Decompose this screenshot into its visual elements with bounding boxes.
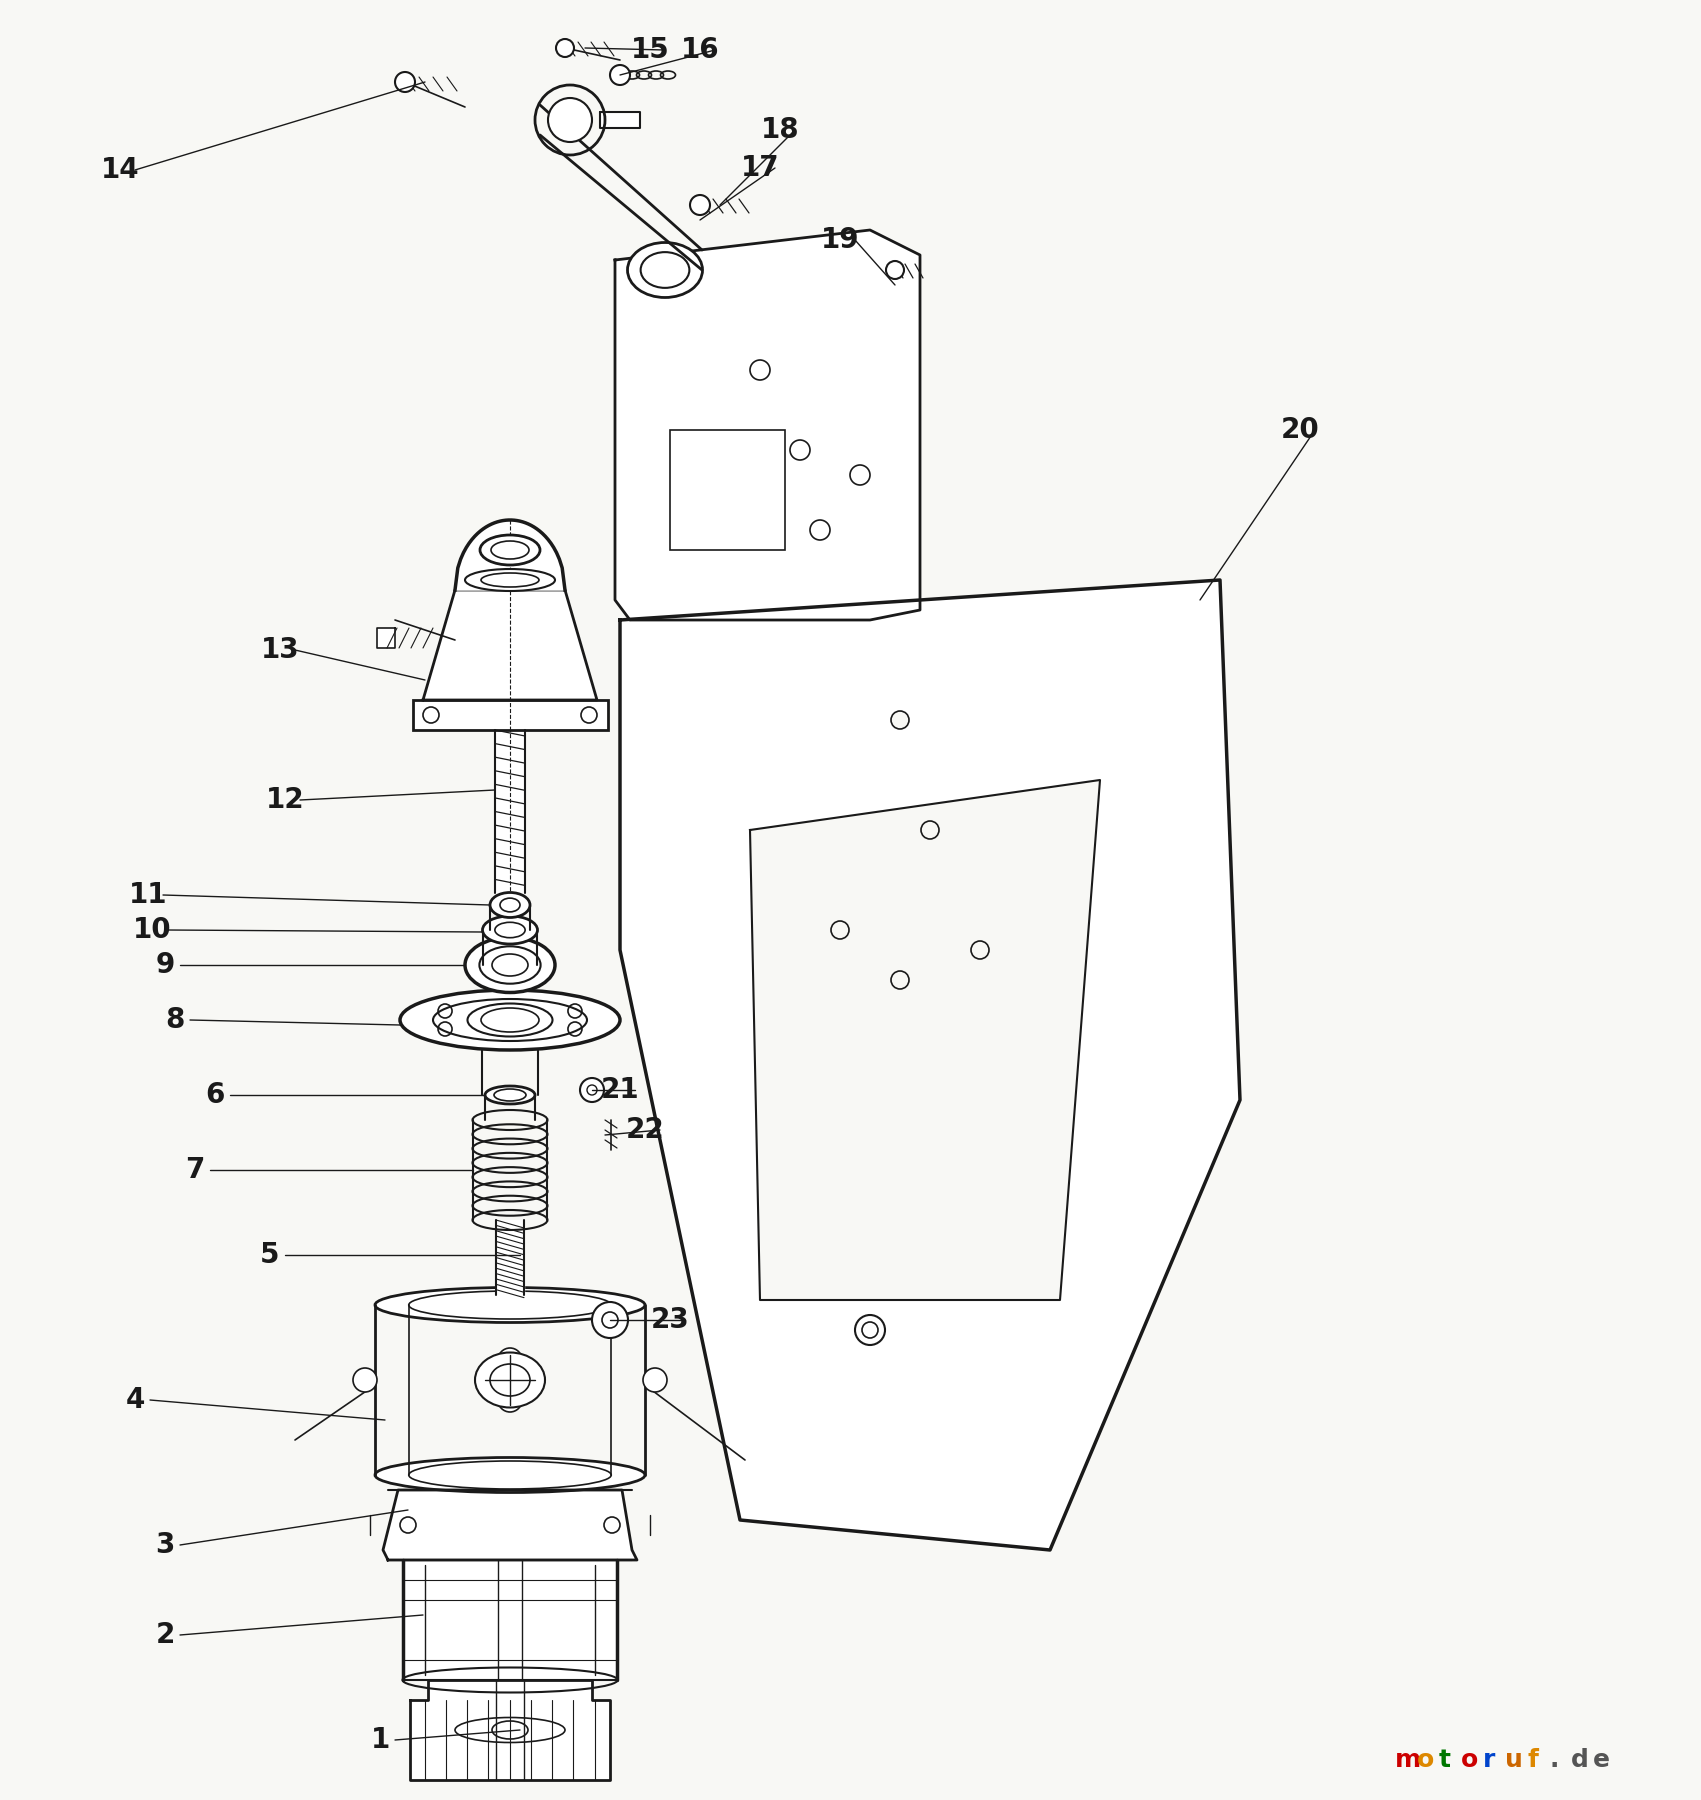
Text: 18: 18 bbox=[760, 115, 799, 144]
Ellipse shape bbox=[408, 1291, 611, 1319]
Text: 12: 12 bbox=[265, 787, 304, 814]
Circle shape bbox=[886, 261, 903, 279]
Circle shape bbox=[891, 711, 908, 729]
Text: 23: 23 bbox=[650, 1307, 689, 1334]
Text: 16: 16 bbox=[680, 36, 720, 65]
Bar bbox=[670, 430, 784, 551]
Polygon shape bbox=[497, 1220, 524, 1294]
Text: 14: 14 bbox=[100, 157, 139, 184]
Polygon shape bbox=[600, 112, 640, 128]
Polygon shape bbox=[616, 230, 920, 619]
Polygon shape bbox=[410, 1679, 611, 1780]
Polygon shape bbox=[495, 731, 526, 893]
Text: 21: 21 bbox=[600, 1076, 640, 1103]
Text: o: o bbox=[1417, 1748, 1434, 1771]
Circle shape bbox=[354, 1368, 378, 1391]
Polygon shape bbox=[454, 520, 565, 590]
Ellipse shape bbox=[483, 916, 538, 943]
Text: 3: 3 bbox=[155, 1532, 175, 1559]
Circle shape bbox=[920, 821, 939, 839]
Polygon shape bbox=[619, 580, 1240, 1550]
Text: 2: 2 bbox=[155, 1622, 175, 1649]
Ellipse shape bbox=[490, 893, 531, 918]
Circle shape bbox=[556, 40, 573, 58]
Ellipse shape bbox=[434, 999, 587, 1040]
Circle shape bbox=[832, 922, 849, 940]
Text: t: t bbox=[1439, 1748, 1451, 1771]
Text: 20: 20 bbox=[1281, 416, 1320, 445]
Circle shape bbox=[580, 1078, 604, 1102]
Circle shape bbox=[971, 941, 988, 959]
Ellipse shape bbox=[464, 938, 555, 992]
Text: o: o bbox=[1461, 1748, 1478, 1771]
Ellipse shape bbox=[628, 243, 703, 297]
Bar bbox=[413, 700, 607, 731]
Ellipse shape bbox=[475, 1352, 544, 1408]
Text: 8: 8 bbox=[165, 1006, 185, 1033]
Circle shape bbox=[891, 970, 908, 988]
Text: 5: 5 bbox=[260, 1240, 279, 1269]
Circle shape bbox=[548, 97, 592, 142]
Circle shape bbox=[395, 72, 415, 92]
Text: 9: 9 bbox=[155, 950, 175, 979]
Polygon shape bbox=[424, 590, 597, 700]
Ellipse shape bbox=[480, 947, 541, 983]
Circle shape bbox=[498, 1348, 522, 1372]
Polygon shape bbox=[378, 628, 395, 648]
Polygon shape bbox=[383, 1490, 636, 1561]
Text: 17: 17 bbox=[740, 155, 779, 182]
Text: e: e bbox=[1594, 1748, 1611, 1771]
Ellipse shape bbox=[408, 1462, 611, 1489]
Text: d: d bbox=[1572, 1748, 1589, 1771]
Text: 10: 10 bbox=[133, 916, 172, 943]
Ellipse shape bbox=[400, 990, 619, 1049]
Polygon shape bbox=[750, 779, 1101, 1300]
Ellipse shape bbox=[464, 569, 555, 590]
Ellipse shape bbox=[485, 1085, 536, 1103]
Circle shape bbox=[498, 1388, 522, 1411]
Ellipse shape bbox=[374, 1287, 645, 1323]
Text: .: . bbox=[1550, 1748, 1558, 1771]
Text: 4: 4 bbox=[126, 1386, 145, 1415]
Ellipse shape bbox=[374, 1458, 645, 1492]
Polygon shape bbox=[403, 1561, 617, 1679]
Text: u: u bbox=[1505, 1748, 1522, 1771]
Circle shape bbox=[592, 1301, 628, 1337]
Ellipse shape bbox=[468, 1004, 553, 1037]
Text: 19: 19 bbox=[822, 227, 859, 254]
Circle shape bbox=[611, 65, 629, 85]
Text: 15: 15 bbox=[631, 36, 670, 65]
Text: 1: 1 bbox=[371, 1726, 390, 1753]
Text: 13: 13 bbox=[260, 635, 299, 664]
Ellipse shape bbox=[480, 535, 539, 565]
Text: f: f bbox=[1527, 1748, 1538, 1771]
Text: 22: 22 bbox=[626, 1116, 665, 1145]
Text: r: r bbox=[1483, 1748, 1495, 1771]
Text: m: m bbox=[1395, 1748, 1422, 1771]
Circle shape bbox=[643, 1368, 667, 1391]
Circle shape bbox=[856, 1316, 885, 1345]
Circle shape bbox=[691, 194, 709, 214]
Text: 6: 6 bbox=[206, 1082, 225, 1109]
Text: 11: 11 bbox=[129, 880, 167, 909]
Text: 7: 7 bbox=[185, 1156, 204, 1184]
